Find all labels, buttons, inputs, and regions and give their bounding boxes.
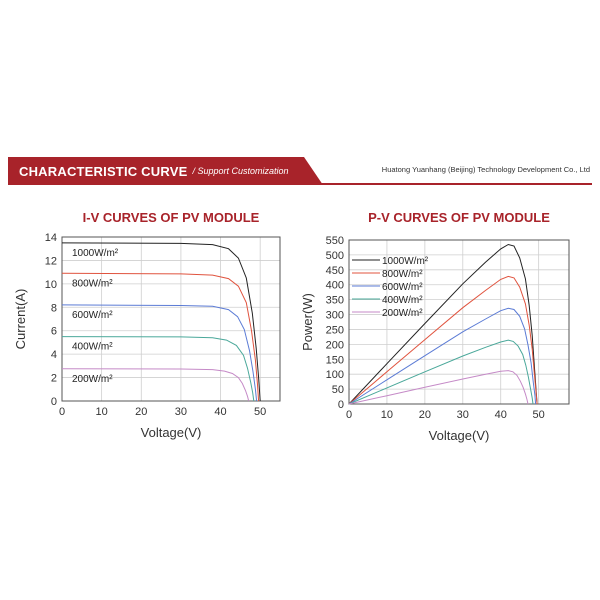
- pv-xtick-label: 30: [457, 409, 469, 421]
- pv-series-line: [348, 339, 534, 405]
- iv-title: I-V CURVES OF PV MODULE: [83, 210, 260, 225]
- pv-xtick-label: 40: [495, 409, 507, 421]
- pv-xtick-label: 0: [346, 409, 352, 421]
- pv-title: P-V CURVES OF PV MODULE: [368, 210, 550, 225]
- iv-ytick-label: 10: [45, 279, 57, 291]
- iv-xtick-label: 50: [254, 406, 266, 418]
- pv-series-line: [348, 275, 538, 405]
- iv-legend-label: 800W/m²: [72, 278, 113, 289]
- iv-ytick-label: 14: [45, 232, 57, 244]
- banner: CHARACTERISTIC CURVE / Support Customiza…: [8, 157, 592, 185]
- pv-series-line: [348, 370, 529, 405]
- pv-xtick-label: 20: [419, 409, 431, 421]
- iv-xtick-label: 10: [96, 406, 108, 418]
- pv-ytick-label: 100: [326, 369, 344, 381]
- iv-ytick-label: 6: [51, 326, 57, 338]
- pv-ytick-label: 350: [326, 295, 344, 307]
- iv-xlabel: Voltage(V): [141, 425, 202, 440]
- iv-xtick-label: 40: [214, 406, 226, 418]
- company-name: Huatong Yuanhang (Beijing) Technology De…: [381, 165, 590, 174]
- pv-plot-frame: [348, 239, 570, 405]
- iv-xtick-label: 0: [59, 406, 65, 418]
- pv-ytick-label: 50: [332, 384, 344, 396]
- pv-ylabel: Power(W): [300, 293, 315, 351]
- iv-series-line: [61, 368, 250, 402]
- pv-ytick-label: 200: [326, 339, 344, 351]
- pv-legend-label: 400W/m²: [382, 295, 423, 306]
- iv-series-line: [61, 242, 261, 402]
- iv-ytick-label: 12: [45, 255, 57, 267]
- iv-series-line: [61, 304, 258, 402]
- pv-legend-label: 1000W/m²: [382, 256, 429, 267]
- iv-plot-frame: [61, 236, 281, 402]
- pv-ytick-label: 450: [326, 265, 344, 277]
- pv-ytick-label: 300: [326, 310, 344, 322]
- banner-subtitle: / Support Customization: [192, 166, 289, 176]
- pv-legend-label: 200W/m²: [382, 308, 423, 319]
- iv-xtick-label: 30: [175, 406, 187, 418]
- pv-chart: P-V CURVES OF PV MODULE05010015020025030…: [300, 210, 570, 443]
- pv-ytick-label: 500: [326, 250, 344, 262]
- iv-ytick-label: 0: [51, 396, 57, 408]
- banner-title-block: CHARACTERISTIC CURVE / Support Customiza…: [8, 157, 323, 185]
- pv-ytick-label: 150: [326, 354, 344, 366]
- iv-series-line: [61, 272, 260, 402]
- iv-ytick-label: 4: [51, 349, 57, 361]
- pv-series-line: [348, 307, 537, 405]
- iv-legend-label: 1000W/m²: [72, 248, 119, 259]
- iv-ytick-label: 2: [51, 373, 57, 385]
- pv-series-line: [348, 243, 538, 405]
- pv-xtick-label: 50: [533, 409, 545, 421]
- pv-ytick-label: 400: [326, 280, 344, 292]
- pv-legend-label: 600W/m²: [382, 282, 423, 293]
- iv-xtick-label: 20: [135, 406, 147, 418]
- pv-ytick-label: 550: [326, 235, 344, 247]
- pv-ytick-label: 250: [326, 324, 344, 336]
- iv-ylabel: Current(A): [13, 289, 28, 350]
- banner-title: CHARACTERISTIC CURVE: [19, 163, 188, 179]
- banner-divider: [8, 183, 592, 185]
- pv-xtick-label: 10: [381, 409, 393, 421]
- pv-ytick-label: 0: [338, 399, 344, 411]
- iv-ytick-label: 8: [51, 302, 57, 314]
- iv-series-line: [61, 336, 255, 402]
- iv-legend-label: 400W/m²: [72, 342, 113, 353]
- iv-legend-label: 600W/m²: [72, 310, 113, 321]
- iv-chart: I-V CURVES OF PV MODULE 0 2 4 6 8 10 12 14 0 10 20 3…: [13, 210, 281, 440]
- pv-xlabel: Voltage(V): [429, 428, 490, 443]
- iv-legend-label: 200W/m²: [72, 374, 113, 385]
- pv-legend-label: 800W/m²: [382, 269, 423, 280]
